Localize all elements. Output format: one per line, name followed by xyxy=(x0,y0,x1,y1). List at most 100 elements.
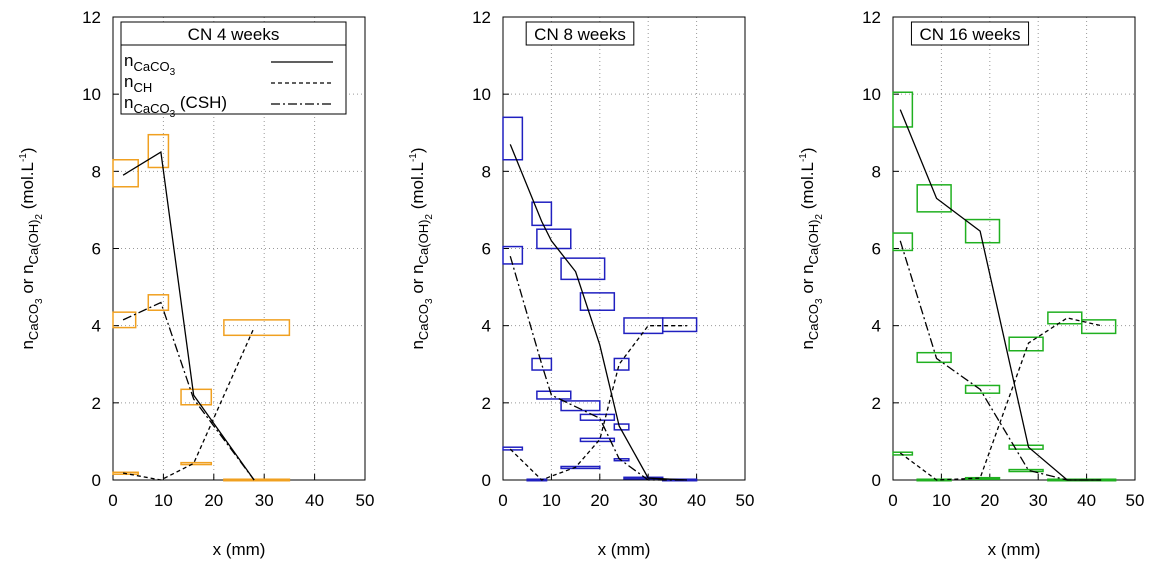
y-tick-label: 0 xyxy=(92,471,101,490)
series-line xyxy=(122,301,255,481)
rich-text: nCaCO3 xyxy=(124,51,176,78)
data-box xyxy=(536,228,572,250)
data-box xyxy=(180,461,213,466)
data-box xyxy=(223,319,291,337)
x-tick-label: 50 xyxy=(736,491,755,510)
text-part: ) xyxy=(798,147,817,153)
text-part: -1 xyxy=(408,153,419,162)
y-tick-label: 12 xyxy=(82,8,101,27)
data-box xyxy=(1008,468,1044,473)
text-part: CH xyxy=(133,80,152,95)
x-tick-label: 0 xyxy=(498,491,507,510)
x-tick-label: 30 xyxy=(639,491,658,510)
text-part: CaCO xyxy=(806,304,821,340)
x-tick-label: 20 xyxy=(204,491,223,510)
data-box xyxy=(112,471,139,475)
data-box xyxy=(180,388,213,406)
data-box xyxy=(502,446,524,451)
data-box xyxy=(1008,444,1044,450)
data-box xyxy=(560,465,601,470)
x-axis-label: x (mm) xyxy=(213,540,266,559)
series-line xyxy=(899,240,1102,481)
text-part: CaCO xyxy=(133,59,169,74)
series-line xyxy=(122,327,255,481)
text-part: 2 xyxy=(814,214,825,220)
rich-text: nCH xyxy=(124,72,152,95)
data-box xyxy=(502,116,524,161)
text-part: (mol.L xyxy=(408,162,427,214)
rich-text: nCaCO3 or nCa(OH)2 (mol.L-1) xyxy=(408,147,435,349)
data-box xyxy=(531,201,553,227)
y-tick-label: 6 xyxy=(92,240,101,259)
text-part: or n xyxy=(798,264,817,298)
rich-text: nCaCO3 (CSH) xyxy=(124,93,227,120)
text-part: n xyxy=(798,340,817,349)
data-box xyxy=(613,357,630,371)
data-box xyxy=(579,413,616,421)
series-line xyxy=(509,144,687,481)
x-tick-label: 0 xyxy=(108,491,117,510)
text-part: Ca(OH) xyxy=(26,220,41,265)
text-part: ) xyxy=(408,147,427,153)
y-tick-label: 0 xyxy=(482,471,491,490)
data-box xyxy=(613,423,630,431)
x-tick-label: 40 xyxy=(305,491,324,510)
data-box xyxy=(661,317,698,333)
y-tick-label: 8 xyxy=(482,162,491,181)
data-box xyxy=(147,133,170,169)
y-tick-label: 8 xyxy=(872,162,881,181)
y-tick-label: 12 xyxy=(472,8,491,27)
text-part: -1 xyxy=(18,153,29,162)
x-tick-label: 10 xyxy=(932,491,951,510)
data-box xyxy=(502,245,524,265)
text-part: or n xyxy=(18,264,37,298)
data-box xyxy=(579,292,616,311)
text-part: 2 xyxy=(34,214,45,220)
x-axis-label: x (mm) xyxy=(988,540,1041,559)
text-part: 3 xyxy=(814,298,825,304)
data-box xyxy=(892,91,914,128)
data-box xyxy=(112,311,137,329)
text-part: CaCO xyxy=(26,304,41,340)
rich-text: nCaCO3 or nCa(OH)2 (mol.L-1) xyxy=(18,147,45,349)
y-tick-label: 6 xyxy=(482,240,491,259)
data-box xyxy=(1047,311,1083,325)
y-tick-label: 10 xyxy=(472,85,491,104)
text-part: n xyxy=(124,72,133,91)
chart-title: CN 4 weeks xyxy=(188,25,280,44)
y-tick-label: 8 xyxy=(92,162,101,181)
data-box xyxy=(147,294,170,311)
data-box xyxy=(916,478,952,482)
y-tick-label: 6 xyxy=(872,240,881,259)
text-part: ) xyxy=(18,147,37,153)
y-tick-label: 10 xyxy=(862,85,881,104)
data-box xyxy=(536,390,572,400)
x-tick-label: 30 xyxy=(255,491,274,510)
text-part: 3 xyxy=(170,109,176,120)
y-tick-label: 4 xyxy=(92,317,101,336)
y-tick-label: 10 xyxy=(82,85,101,104)
x-tick-label: 30 xyxy=(1029,491,1048,510)
x-tick-label: 20 xyxy=(590,491,609,510)
y-tick-label: 2 xyxy=(872,394,881,413)
title-box xyxy=(910,21,1030,46)
text-part: (CSH) xyxy=(175,93,227,112)
y-tick-label: 0 xyxy=(872,471,881,490)
text-part: Ca(OH) xyxy=(806,220,821,265)
data-box xyxy=(112,159,139,188)
data-box xyxy=(892,232,914,252)
x-tick-label: 40 xyxy=(1077,491,1096,510)
text-part: (mol.L xyxy=(798,162,817,214)
chart-title: CN 16 weeks xyxy=(919,25,1020,44)
text-part: 3 xyxy=(34,298,45,304)
x-axis-label: x (mm) xyxy=(598,540,651,559)
series-line xyxy=(509,256,687,481)
text-part: 3 xyxy=(170,67,176,78)
data-box xyxy=(531,357,553,371)
chart-title: CN 8 weeks xyxy=(534,25,626,44)
text-part: or n xyxy=(408,264,427,298)
data-box xyxy=(223,478,291,482)
series-line xyxy=(122,150,255,481)
x-tick-label: 20 xyxy=(980,491,999,510)
y-tick-label: 2 xyxy=(482,394,491,413)
